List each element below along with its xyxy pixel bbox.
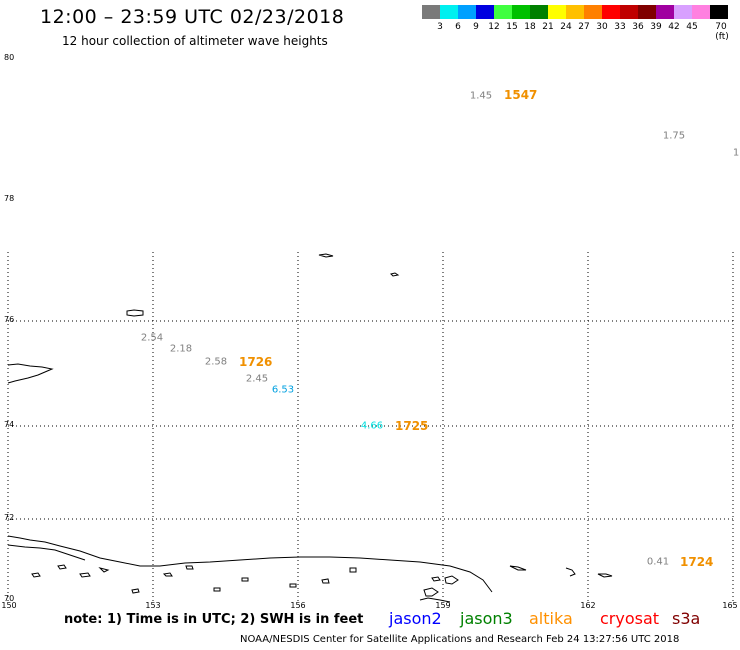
scale-swatch	[674, 5, 692, 19]
wave-height-obs: 2.54	[140, 332, 164, 344]
lat-label-74: 74	[4, 420, 15, 429]
wave-height-obs: 1.75	[662, 130, 686, 142]
graticule	[7, 252, 736, 602]
scale-label: 9	[473, 22, 479, 32]
scale-label: 27	[578, 22, 590, 32]
scale-swatch	[584, 5, 602, 19]
lat-label-70: 70	[4, 594, 15, 603]
wave-height-obs: 1.45	[469, 90, 493, 102]
scale-swatch	[494, 5, 512, 19]
lat-label-78: 78	[4, 194, 15, 203]
scale-swatch	[638, 5, 656, 19]
scale-label: 24	[560, 22, 572, 32]
satellite-jason2: jason2	[389, 609, 442, 628]
satellite-cryosat: cryosat	[600, 609, 660, 628]
scale-label: 33	[614, 22, 626, 32]
scale-label: 39	[650, 22, 662, 32]
wave-height-obs: 6.53	[271, 384, 295, 396]
scale-label: 18	[524, 22, 536, 32]
scale-label: 3	[437, 22, 443, 32]
lon-label-150: 150	[1, 601, 17, 610]
wave-height-obs: 2.58	[204, 356, 228, 368]
lat-label-72: 72	[4, 513, 15, 522]
coastline	[7, 253, 613, 603]
scale-label: 36	[632, 22, 644, 32]
scale-swatch	[476, 5, 494, 19]
wave-height-obs: 2.45	[245, 373, 269, 385]
scale-swatch	[512, 5, 530, 19]
scale-swatch	[566, 5, 584, 19]
scale-swatch	[530, 5, 548, 19]
pass-time-label: 1726	[239, 355, 273, 369]
scale-swatch	[548, 5, 566, 19]
credit-line: NOAA/NESDIS Center for Satellite Applica…	[240, 634, 680, 645]
pass-time-label: 1547	[504, 88, 538, 102]
scale-swatch	[620, 5, 638, 19]
map-title: 12:00 – 23:59 UTC 02/23/2018	[40, 6, 345, 28]
pass-time-label: 1725	[395, 419, 429, 433]
scale-swatch	[602, 5, 620, 19]
scale-swatch	[440, 5, 458, 19]
scale-label: 21	[542, 22, 554, 32]
scale-swatch	[422, 5, 440, 19]
pass-time-label: 1724	[680, 555, 714, 569]
wave-height-obs: 1	[732, 147, 740, 159]
scale-label: 30	[596, 22, 608, 32]
scale-swatch	[710, 5, 728, 19]
scale-label: 42	[668, 22, 680, 32]
footer-note: note: 1) Time is in UTC; 2) SWH is in fe…	[64, 612, 364, 627]
lon-label-153: 153	[145, 601, 161, 610]
lon-label-156: 156	[290, 601, 306, 610]
lon-label-162: 162	[580, 601, 596, 610]
scale-label: 15	[506, 22, 518, 32]
map-subtitle: 12 hour collection of altimeter wave hei…	[62, 34, 328, 48]
lat-label-80: 80	[4, 53, 15, 62]
wave-height-obs: 4.66	[360, 420, 384, 432]
satellite-jason3: jason3	[460, 609, 513, 628]
wave-height-obs: 2.18	[169, 343, 193, 355]
lon-label-165: 165	[722, 601, 738, 610]
scale-label: 70 (ft)	[715, 22, 729, 42]
scale-swatch	[692, 5, 710, 19]
satellite-altika: altika	[529, 609, 573, 628]
lat-label-76: 76	[4, 315, 15, 324]
satellite-s3a: s3a	[672, 609, 701, 628]
scale-label: 6	[455, 22, 461, 32]
scale-swatch	[458, 5, 476, 19]
scale-label: 12	[488, 22, 500, 32]
lon-label-159: 159	[435, 601, 451, 610]
wave-height-obs: 0.41	[646, 556, 670, 568]
scale-swatch	[656, 5, 674, 19]
scale-label: 45	[686, 22, 698, 32]
